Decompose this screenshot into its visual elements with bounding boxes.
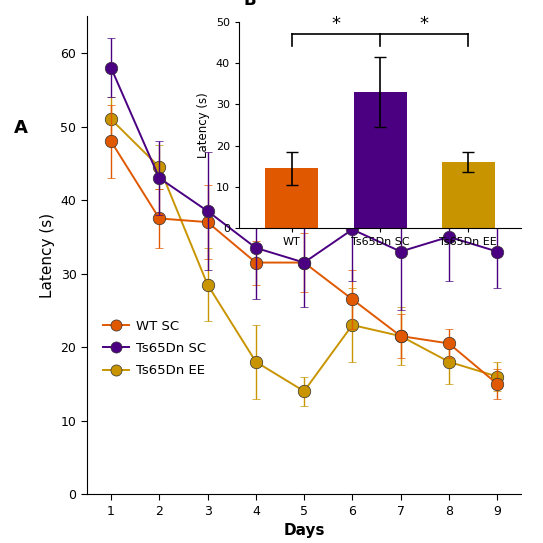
- Bar: [353, 92, 407, 228]
- X-axis label: Days: Days: [283, 523, 325, 538]
- Text: *: *: [331, 15, 340, 33]
- Text: A: A: [14, 119, 28, 137]
- Legend: WT SC, Ts65Dn SC, Ts65Dn EE: WT SC, Ts65Dn SC, Ts65Dn EE: [98, 314, 211, 382]
- Text: *: *: [420, 15, 429, 33]
- Y-axis label: Latency (s): Latency (s): [40, 213, 55, 298]
- Text: B: B: [243, 0, 256, 9]
- Y-axis label: Latency (s): Latency (s): [197, 92, 210, 158]
- Bar: [442, 162, 495, 228]
- Bar: [266, 168, 318, 228]
